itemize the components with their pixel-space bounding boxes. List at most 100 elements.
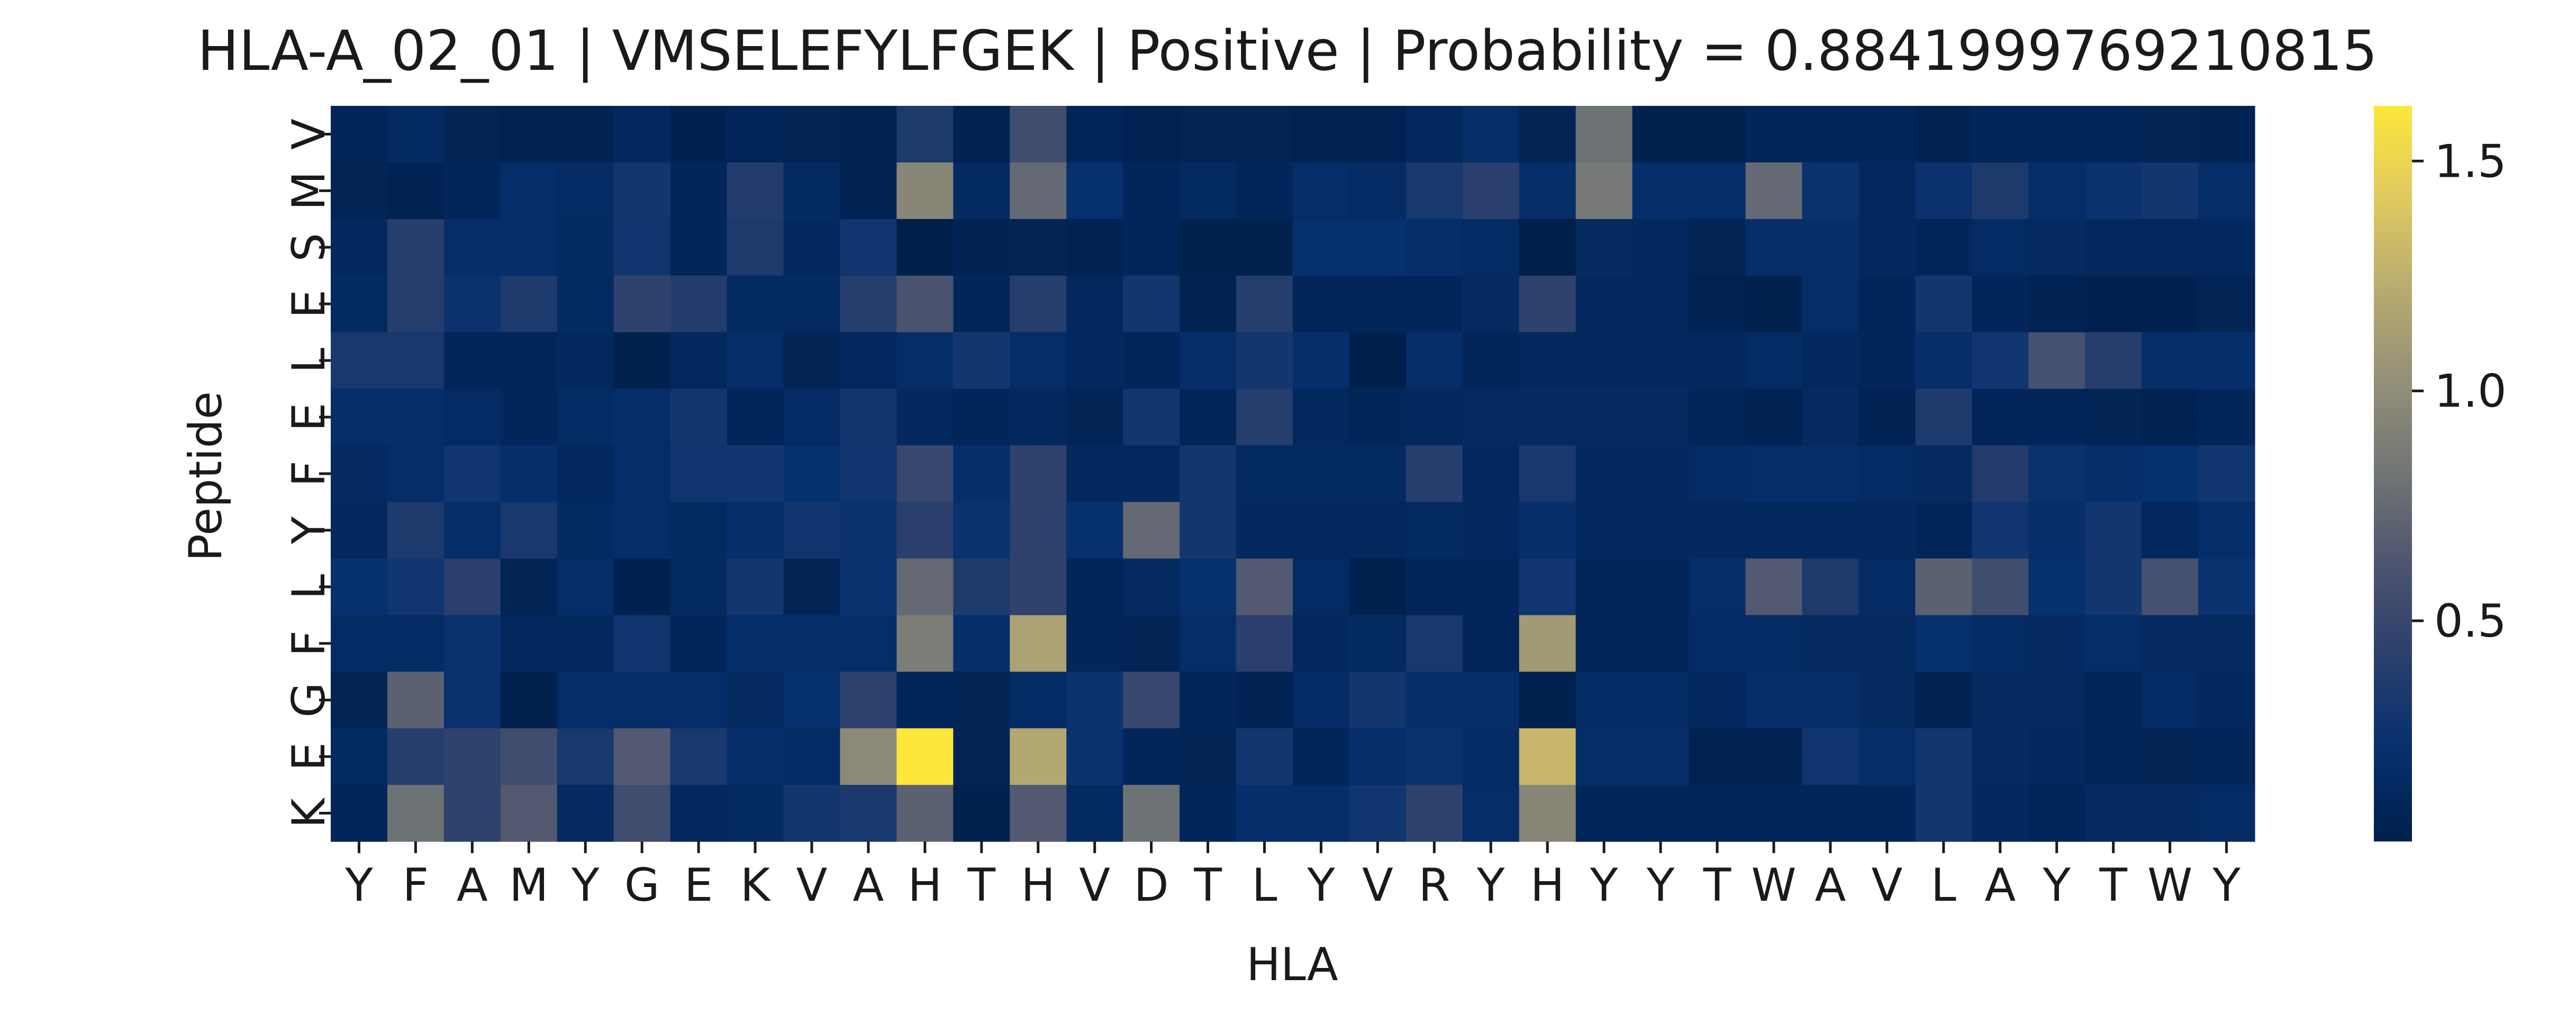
heatmap-cell	[613, 388, 671, 446]
heatmap-cell	[1236, 162, 1293, 220]
heatmap-cell	[613, 558, 671, 615]
heatmap-cell	[953, 615, 1010, 672]
heatmap-cell	[1519, 785, 1576, 842]
heatmap-cell	[2028, 445, 2085, 503]
heatmap-cell	[840, 785, 897, 842]
heatmap-cell	[1349, 219, 1407, 276]
heatmap-cell	[1462, 502, 1520, 559]
heatmap-cell	[1689, 388, 1746, 446]
heatmap-cell	[1745, 728, 1803, 785]
x-tick-label: A	[457, 859, 488, 912]
heatmap-cell	[1972, 615, 2029, 672]
x-tick-label: T	[2099, 859, 2127, 912]
heatmap-cell	[1123, 332, 1180, 390]
heatmap-cell	[1293, 219, 1350, 276]
heatmap-cell	[1858, 275, 1916, 333]
heatmap-cell	[783, 106, 841, 163]
heatmap-cell	[1236, 275, 1293, 333]
heatmap-cell	[953, 106, 1010, 163]
heatmap-cell	[2085, 728, 2142, 785]
heatmap-cell	[1405, 558, 1463, 615]
x-tick-label: Y	[1646, 859, 1675, 912]
heatmap-cell	[1802, 162, 1860, 220]
x-tick-label: Y	[344, 859, 373, 912]
heatmap-cell	[1915, 162, 1972, 220]
x-tick-label: T	[1703, 859, 1731, 912]
heatmap-cell	[2028, 502, 2085, 559]
y-tick-label: K	[283, 797, 335, 828]
heatmap-cell	[727, 106, 784, 163]
heatmap-cell	[727, 445, 784, 503]
heatmap-cell	[1802, 728, 1860, 785]
x-tick-label: Y	[1476, 859, 1505, 912]
heatmap-cell	[2028, 106, 2085, 163]
heatmap-cell	[1462, 728, 1520, 785]
heatmap-cell	[1293, 388, 1350, 446]
heatmap-cell	[727, 162, 784, 220]
heatmap-cell	[331, 785, 388, 842]
heatmap-cell	[1010, 785, 1067, 842]
heatmap-cell	[1066, 332, 1123, 390]
x-tick-label: G	[624, 859, 660, 912]
heatmap-cell	[1575, 502, 1633, 559]
heatmap-cell	[1519, 275, 1576, 333]
x-tick-label: A	[1815, 859, 1846, 912]
heatmap-cell	[1689, 785, 1746, 842]
heatmap-cell	[387, 388, 445, 446]
heatmap-cell	[1632, 388, 1690, 446]
y-tick-label: L	[283, 348, 335, 373]
heatmap-cell	[2028, 332, 2085, 390]
heatmap-cell	[783, 332, 841, 390]
heatmap-cell	[1972, 106, 2029, 163]
heatmap-cell	[1010, 162, 1067, 220]
heatmap-cell	[1293, 502, 1350, 559]
heatmap-cell	[1010, 275, 1067, 333]
heatmap-cell	[1405, 785, 1463, 842]
colorbar-tick-label: 1.5	[2434, 135, 2507, 188]
colorbar-tick-label: 0.5	[2434, 595, 2507, 648]
x-tick-label: T	[967, 859, 996, 912]
heatmap-cell	[1632, 502, 1690, 559]
heatmap-cell	[1745, 219, 1803, 276]
heatmap-cell	[1519, 615, 1576, 672]
heatmap-cell	[387, 502, 445, 559]
heatmap-cell	[896, 502, 954, 559]
heatmap-cell	[953, 558, 1010, 615]
heatmap-cell	[331, 332, 388, 390]
heatmap-cell	[1066, 728, 1123, 785]
x-tick-label: F	[403, 859, 429, 912]
heatmap-cell	[500, 275, 558, 333]
heatmap-cell	[1632, 275, 1690, 333]
heatmap-cell	[1236, 445, 1293, 503]
heatmap-cell	[727, 388, 784, 446]
heatmap-cell	[1915, 332, 1972, 390]
heatmap-cell	[1010, 106, 1067, 163]
heatmap-cell	[896, 672, 954, 729]
heatmap-cell	[1293, 275, 1350, 333]
heatmap-cell	[2028, 728, 2085, 785]
heatmap-cell	[1236, 728, 1293, 785]
heatmap-cell	[500, 558, 558, 615]
heatmap-cell	[1405, 219, 1463, 276]
heatmap-cell	[2198, 502, 2255, 559]
heatmap-cell	[1575, 615, 1633, 672]
heatmap-cell	[2142, 785, 2199, 842]
heatmap-cell	[1915, 785, 1972, 842]
heatmap-cell	[1689, 219, 1746, 276]
heatmap-cell	[783, 672, 841, 729]
heatmap-cell	[443, 219, 501, 276]
heatmap-cell	[1405, 275, 1463, 333]
heatmap-cell	[557, 388, 614, 446]
heatmap-cell	[783, 502, 841, 559]
heatmap-cell	[670, 219, 728, 276]
x-tick-label: A	[1984, 859, 2016, 912]
heatmap-cell	[387, 275, 445, 333]
heatmap-cell	[953, 785, 1010, 842]
heatmap-cell	[2028, 162, 2085, 220]
heatmap-cell	[1632, 445, 1690, 503]
x-tick-label: V	[1079, 859, 1110, 912]
heatmap-cell	[1972, 219, 2029, 276]
heatmap-cell	[1462, 106, 1520, 163]
heatmap-cell	[1236, 785, 1293, 842]
heatmap-cell	[1236, 672, 1293, 729]
